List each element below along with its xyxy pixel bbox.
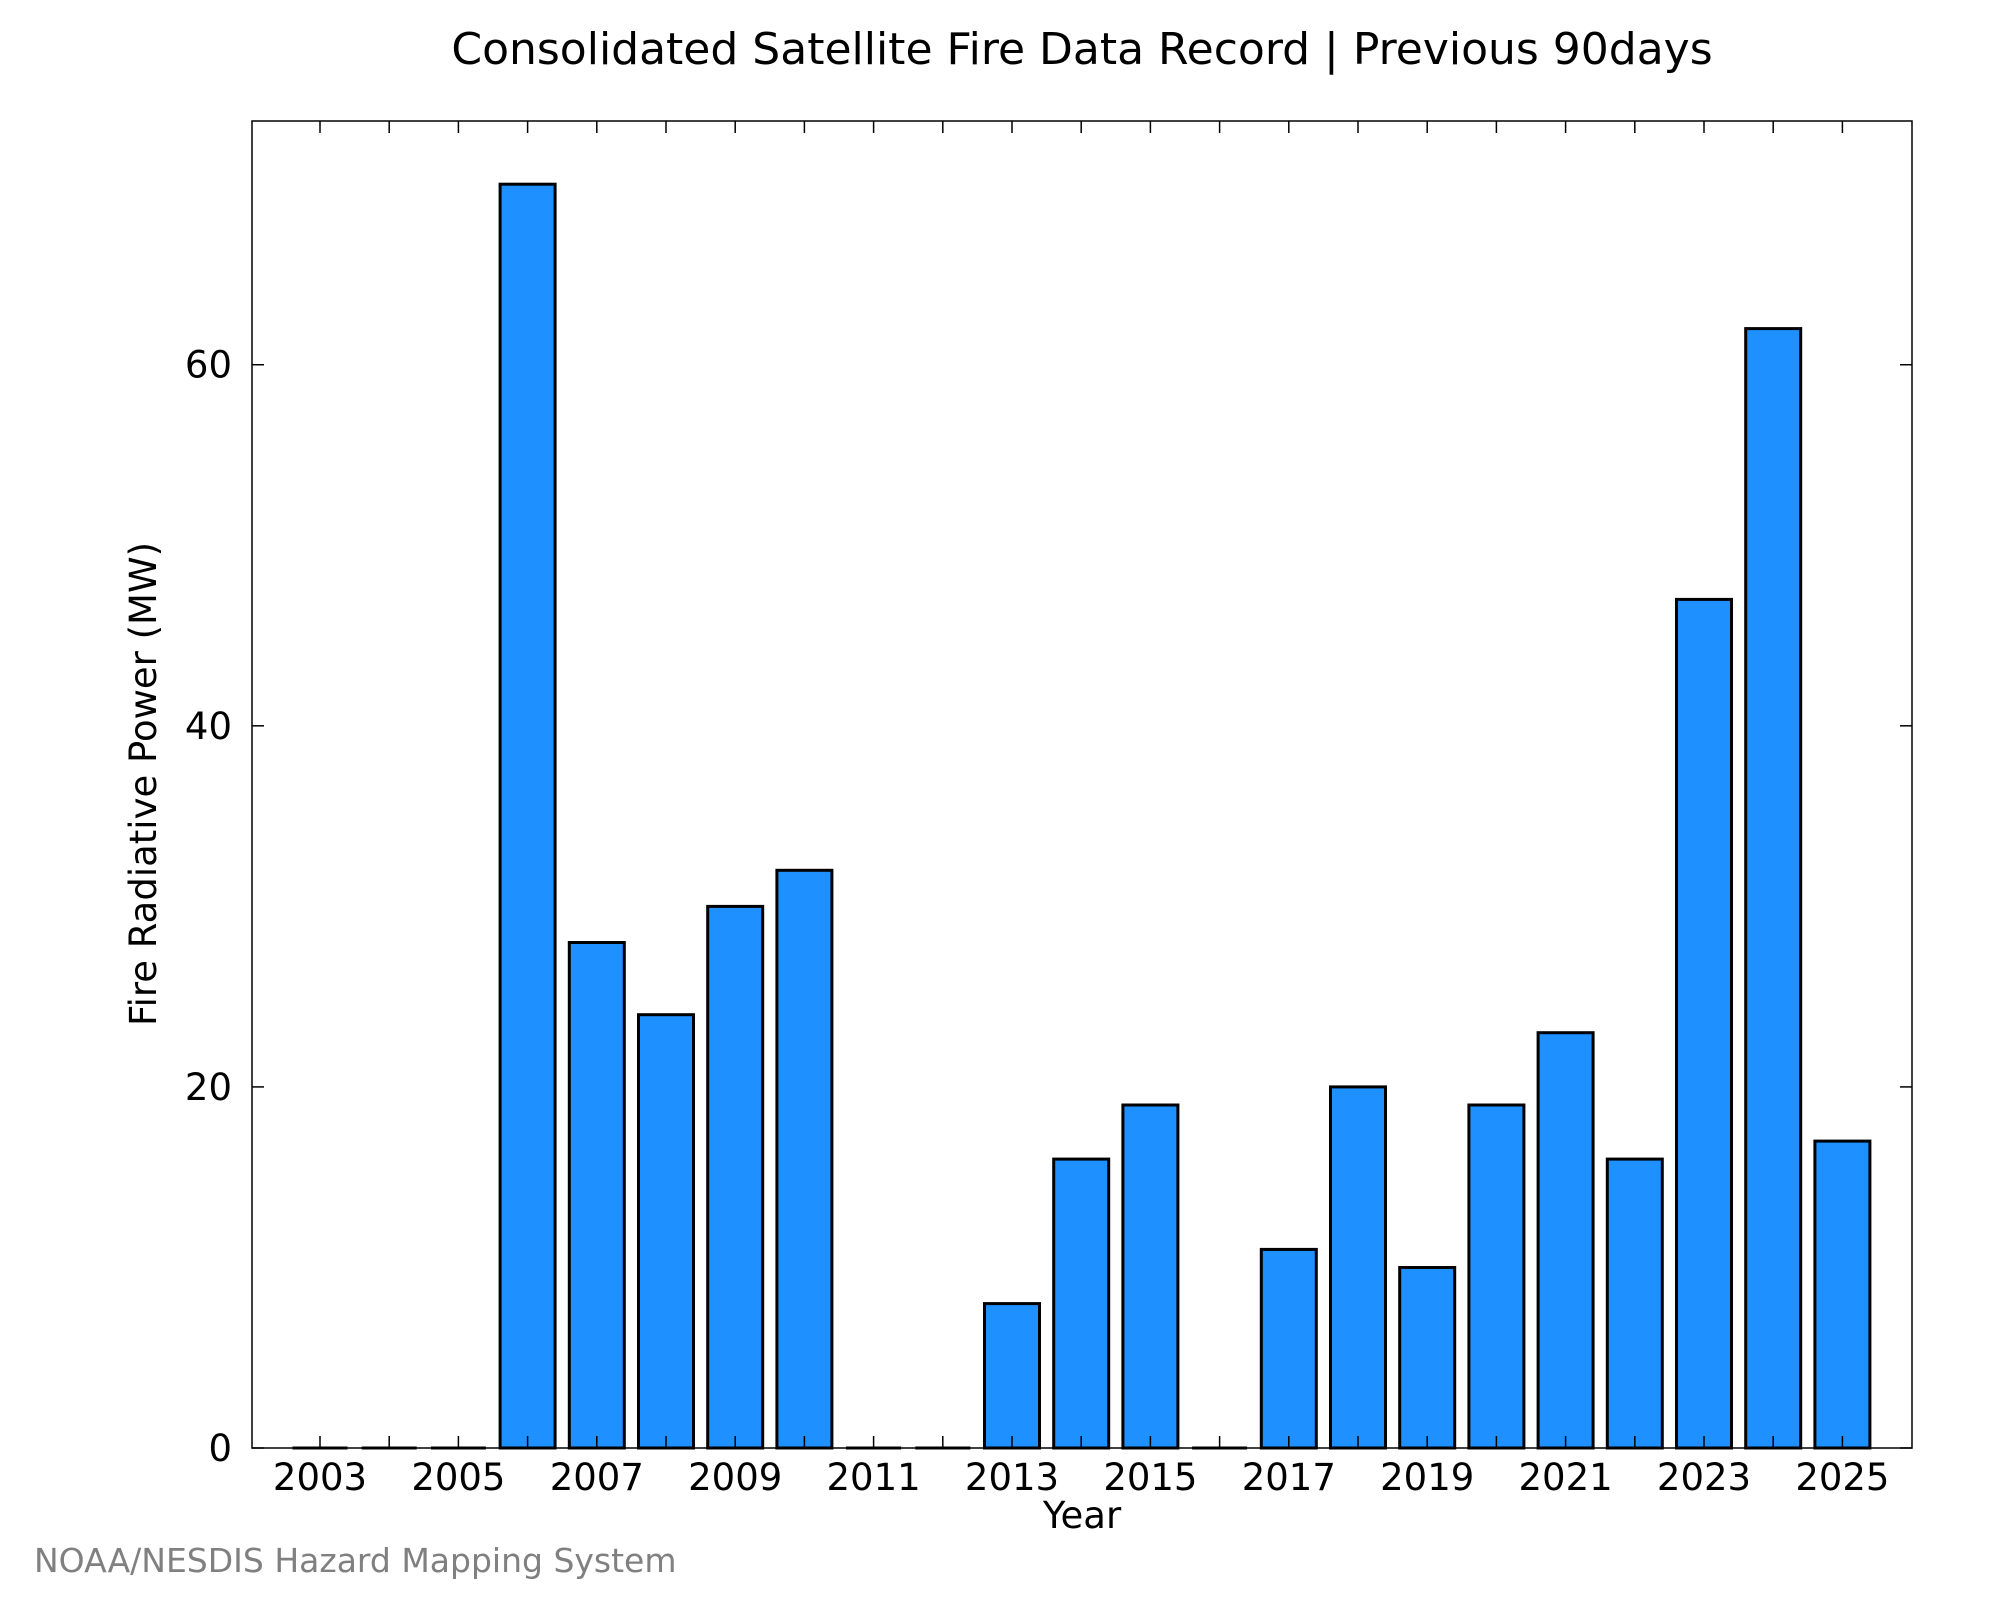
bar-2014 [1052,1157,1111,1450]
y-tick-label-20: 20 [185,1066,232,1109]
bar-2023 [1675,597,1733,1450]
y-tick-label-0: 0 [208,1427,232,1470]
x-tick-label-2009: 2009 [688,1456,782,1499]
bar-2018 [1329,1085,1387,1450]
credit-text: NOAA/NESDIS Hazard Mapping System [34,1541,677,1580]
x-tick-label-2007: 2007 [550,1456,644,1499]
x-tick-label-2005: 2005 [411,1456,505,1499]
bar-2015 [1121,1103,1180,1450]
bar-2009 [706,904,765,1450]
x-tick-label-2013: 2013 [965,1456,1059,1499]
bar-2020 [1467,1103,1526,1450]
bar-2021 [1536,1031,1595,1450]
x-axis-label: Year [1042,1494,1122,1537]
bar-2024 [1744,327,1803,1450]
x-tick-label-2003: 2003 [273,1456,367,1499]
bar-2007 [567,941,626,1450]
x-tick-label-2017: 2017 [1242,1456,1336,1499]
bar-2010 [775,868,834,1450]
bar-2006 [498,182,557,1450]
bar-2019 [1398,1266,1457,1450]
x-tick-label-2021: 2021 [1519,1456,1613,1499]
chart-title: Consolidated Satellite Fire Data Record … [451,24,1712,75]
y-tick-label-40: 40 [185,705,232,748]
plot-frame [251,120,1913,1449]
bar-2025 [1813,1139,1872,1450]
ticks-layer: 2003 2005 2007 2009 2011 2013 2015 2017 2019 2021… [185,121,1912,1499]
bar-2013 [983,1302,1041,1450]
y-axis-label: Fire Radiative Power (MW) [122,542,165,1026]
x-tick-label-2023: 2023 [1657,1456,1751,1499]
x-tick-label-2019: 2019 [1380,1456,1474,1499]
y-tick-label-60: 60 [185,344,232,387]
bar-2008 [637,1013,695,1450]
x-tick-label-2011: 2011 [827,1456,921,1499]
x-tick-label-2015: 2015 [1103,1456,1197,1499]
bar-2022 [1605,1157,1664,1450]
x-tick-label-2025: 2025 [1795,1456,1889,1499]
bar-2017 [1259,1247,1318,1450]
bars-layer [292,182,1872,1450]
